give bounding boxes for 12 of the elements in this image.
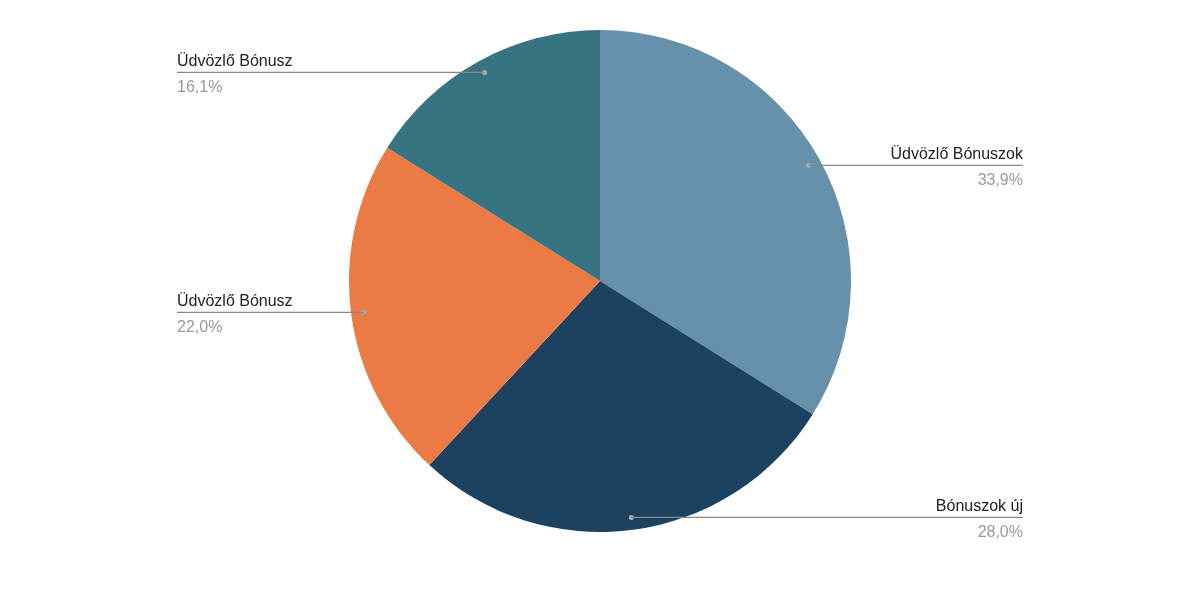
slice-label: Üdvözlő Bónuszok: [890, 145, 1024, 163]
pie-slice: [349, 147, 600, 466]
data-label: 28,0%: [977, 523, 1023, 541]
slice-label: Üdvözlő Bónusz: [177, 292, 293, 310]
slice-label: Bónuszok új: [935, 497, 1023, 515]
data-label: 22,0%: [177, 318, 223, 336]
data-label: 33,9%: [977, 171, 1023, 189]
pie-slice: [387, 30, 600, 281]
pie-slice: [429, 281, 813, 532]
data-label: 16,1%: [177, 78, 223, 96]
pie-slice: [600, 30, 851, 415]
slice-label: Üdvözlő Bónusz: [177, 52, 293, 70]
